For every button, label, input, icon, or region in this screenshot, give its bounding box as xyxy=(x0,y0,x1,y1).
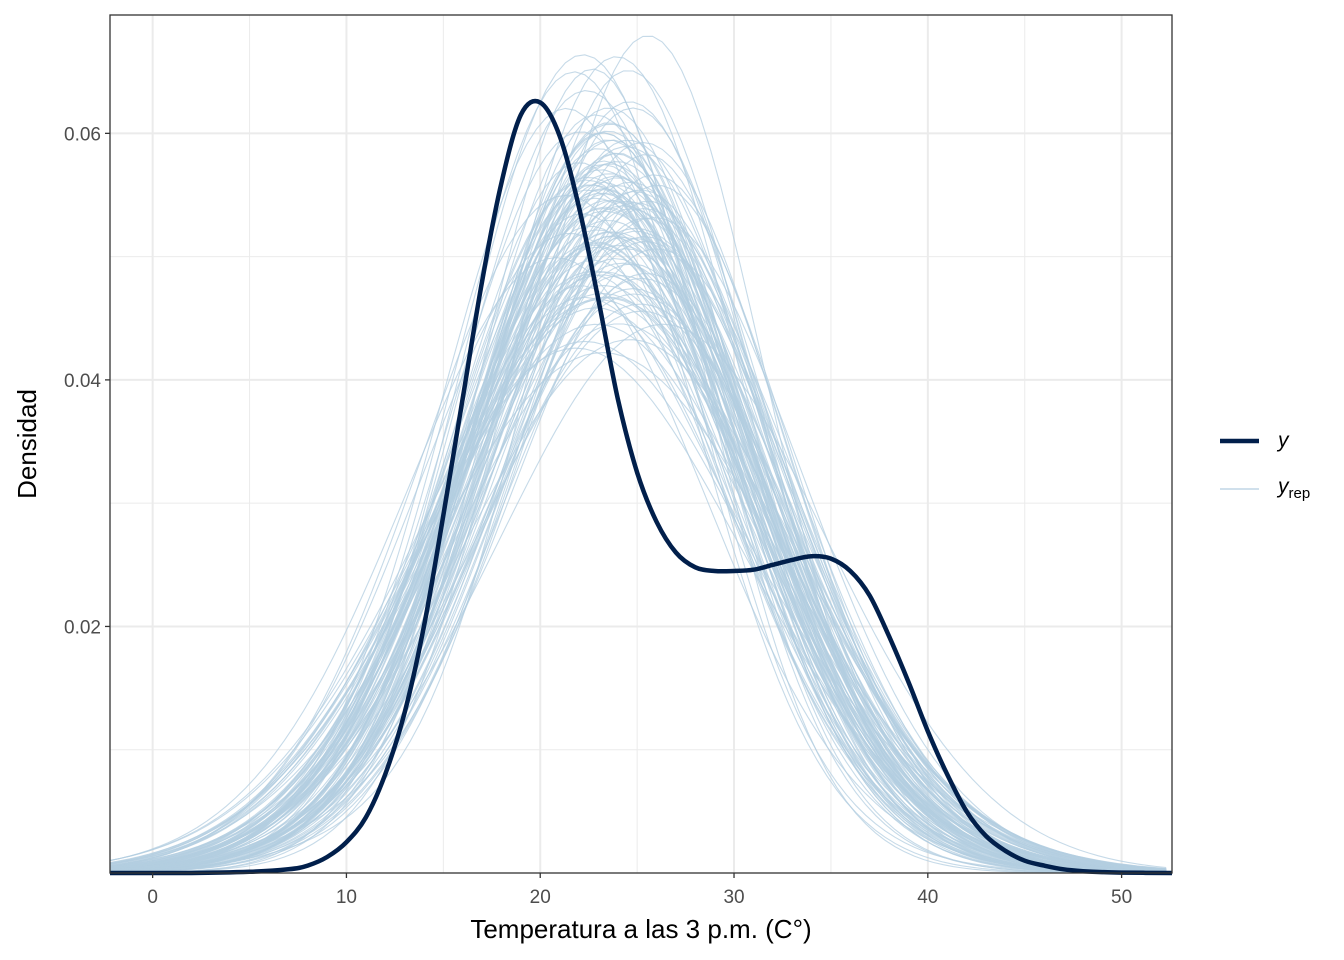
yrep-draw-line xyxy=(109,54,1167,874)
plot-panel-border xyxy=(109,14,1173,874)
yrep-draw-line xyxy=(109,236,1167,873)
y-tick-label: 0.04 xyxy=(64,371,101,392)
yrep-draw-line xyxy=(109,208,1167,873)
x-tick-label: 30 xyxy=(723,887,744,908)
yrep-draw-line xyxy=(109,160,1167,874)
x-tick-label: 20 xyxy=(530,887,551,908)
yrep-draw-line xyxy=(109,227,1167,872)
legend-label-yrep-sub: rep xyxy=(1289,485,1311,502)
y-tick-label: 0.06 xyxy=(64,124,101,145)
x-tick-label: 40 xyxy=(917,887,938,908)
x-axis: 0 10 20 30 40 50 xyxy=(147,873,1132,908)
yrep-draw-line xyxy=(109,216,1167,871)
yrep-draw-line xyxy=(109,339,1167,871)
yrep-draw-line xyxy=(109,139,1167,874)
yrep-draw-line xyxy=(109,272,1167,873)
y-density-line xyxy=(110,98,1173,876)
yrep-density-lines xyxy=(109,35,1167,874)
yrep-draw-line xyxy=(109,146,1167,873)
yrep-draw-line xyxy=(109,263,1167,873)
x-tick-label: 50 xyxy=(1111,887,1132,908)
y-tick-label: 0.02 xyxy=(64,617,101,638)
x-tick-label: 10 xyxy=(336,887,357,908)
yrep-draw-line xyxy=(109,70,1167,874)
yrep-draw-line xyxy=(109,181,1167,874)
yrep-draw-line xyxy=(109,323,1167,871)
y-axis: 0.02 0.04 0.06 xyxy=(64,124,110,638)
yrep-draw-line xyxy=(109,208,1167,873)
yrep-draw-line xyxy=(109,175,1167,873)
yrep-draw-line xyxy=(109,231,1167,874)
y-observed-line xyxy=(110,98,1173,876)
yrep-draw-line xyxy=(109,71,1167,874)
yrep-draw-line xyxy=(109,35,1167,874)
x-tick-label: 0 xyxy=(147,887,158,908)
y-axis-title: Densidad xyxy=(12,389,42,499)
x-axis-title: Temperatura a las 3 p.m. (C°) xyxy=(470,914,811,944)
yrep-draw-line xyxy=(109,152,1167,874)
yrep-draw-line xyxy=(109,284,1167,873)
yrep-draw-line xyxy=(109,271,1167,872)
yrep-draw-line xyxy=(109,242,1167,873)
yrep-draw-line xyxy=(109,293,1167,872)
yrep-draw-line xyxy=(109,192,1167,874)
legend-label-y: y xyxy=(1276,429,1290,452)
yrep-draw-line xyxy=(109,259,1167,873)
legend-label-yrep: yrep xyxy=(1276,475,1310,502)
legend: y yrep xyxy=(1220,429,1310,502)
legend-label-yrep-main: y xyxy=(1276,475,1290,498)
